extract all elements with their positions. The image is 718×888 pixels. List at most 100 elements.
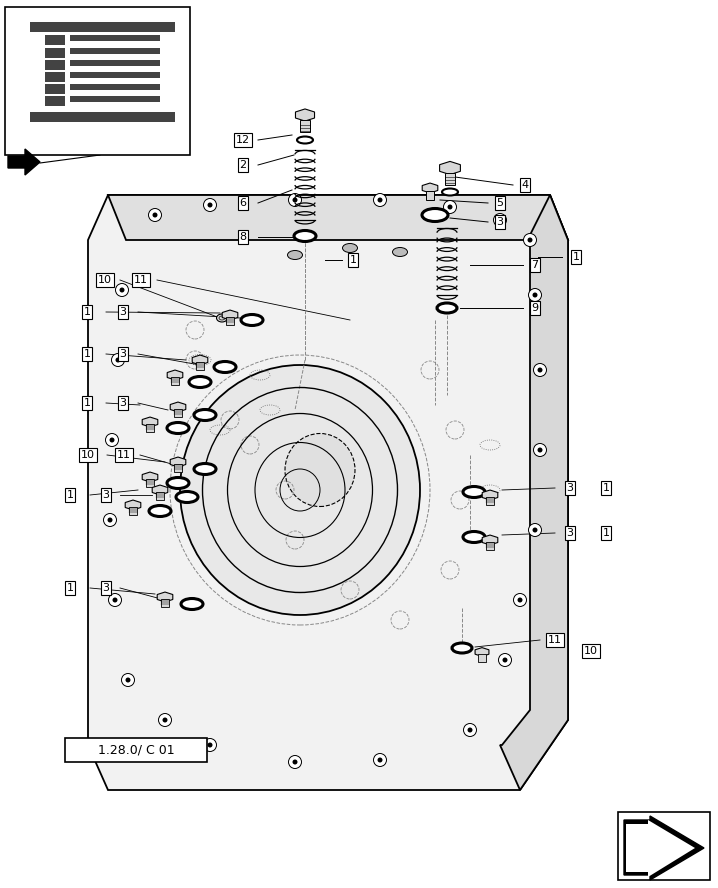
Polygon shape [108,195,568,240]
Text: 1: 1 [350,255,357,265]
Polygon shape [422,183,438,193]
Ellipse shape [444,201,457,213]
Ellipse shape [528,524,541,536]
Polygon shape [142,472,158,482]
Ellipse shape [194,464,216,474]
Bar [196,362,204,370]
Bar [30,112,175,122]
Text: 3: 3 [119,398,126,408]
Bar [171,377,179,385]
Polygon shape [626,820,695,877]
Ellipse shape [538,368,543,372]
Ellipse shape [523,234,536,247]
Text: 1: 1 [602,483,610,493]
Bar [300,120,310,132]
Bar [226,317,234,325]
Bar [146,424,154,432]
Polygon shape [482,490,498,500]
Polygon shape [482,535,498,545]
Text: 11: 11 [134,275,148,285]
Ellipse shape [373,754,386,766]
Ellipse shape [108,593,121,607]
Text: 1: 1 [602,528,610,538]
Bar [45,84,65,94]
Ellipse shape [116,283,129,297]
Ellipse shape [103,513,116,527]
Bar [146,479,154,487]
Text: 1.28.0/ C 01: 1.28.0/ C 01 [98,743,174,757]
Polygon shape [167,370,183,380]
Bar [174,464,182,472]
Ellipse shape [513,593,526,607]
Polygon shape [125,500,141,510]
Polygon shape [157,592,173,602]
Bar [30,22,175,32]
Ellipse shape [297,137,313,144]
Ellipse shape [493,213,506,226]
Polygon shape [88,195,568,790]
Polygon shape [624,816,704,880]
Text: 3: 3 [119,307,126,317]
Ellipse shape [119,288,124,292]
Bar [161,599,169,607]
Bar [129,507,137,515]
Ellipse shape [464,724,477,736]
Polygon shape [500,195,568,790]
Ellipse shape [518,598,523,602]
Text: 3: 3 [497,217,503,227]
Text: 1: 1 [67,583,73,593]
Text: 3: 3 [103,583,110,593]
Ellipse shape [463,532,485,543]
Ellipse shape [289,756,302,768]
Ellipse shape [292,759,297,765]
Ellipse shape [447,204,452,210]
Bar [45,60,65,70]
Text: 1: 1 [83,398,90,408]
Ellipse shape [208,202,213,208]
Bar [174,409,182,417]
Bar [426,191,434,200]
Text: 3: 3 [103,490,110,500]
Ellipse shape [285,433,355,506]
Ellipse shape [452,643,472,653]
Ellipse shape [378,757,383,763]
Text: 1: 1 [83,307,90,317]
Ellipse shape [422,209,448,221]
Ellipse shape [203,739,217,751]
Ellipse shape [167,478,189,488]
Ellipse shape [108,518,113,522]
Ellipse shape [111,353,124,367]
Ellipse shape [149,505,171,517]
Text: 2: 2 [239,160,246,170]
Ellipse shape [241,314,263,326]
Bar [5,7,190,155]
Polygon shape [439,162,460,175]
Text: 3: 3 [567,483,574,493]
Text: 3: 3 [567,528,574,538]
Ellipse shape [194,409,216,421]
Text: 1: 1 [572,252,579,262]
Text: 9: 9 [531,303,538,313]
Ellipse shape [528,289,541,302]
Bar [618,812,710,880]
Ellipse shape [176,491,198,503]
Ellipse shape [116,358,121,362]
Bar [70,48,160,54]
Ellipse shape [214,361,236,372]
Ellipse shape [292,197,297,202]
Polygon shape [222,310,238,320]
Bar [70,84,160,90]
Ellipse shape [533,443,546,456]
Polygon shape [8,149,40,175]
Ellipse shape [498,218,503,223]
Ellipse shape [287,250,302,259]
Ellipse shape [126,678,131,683]
Ellipse shape [106,433,118,447]
Ellipse shape [342,243,358,252]
Polygon shape [192,355,208,365]
Ellipse shape [159,713,172,726]
Bar [70,35,160,41]
Ellipse shape [498,654,511,667]
Bar [45,96,65,106]
Ellipse shape [378,197,383,202]
